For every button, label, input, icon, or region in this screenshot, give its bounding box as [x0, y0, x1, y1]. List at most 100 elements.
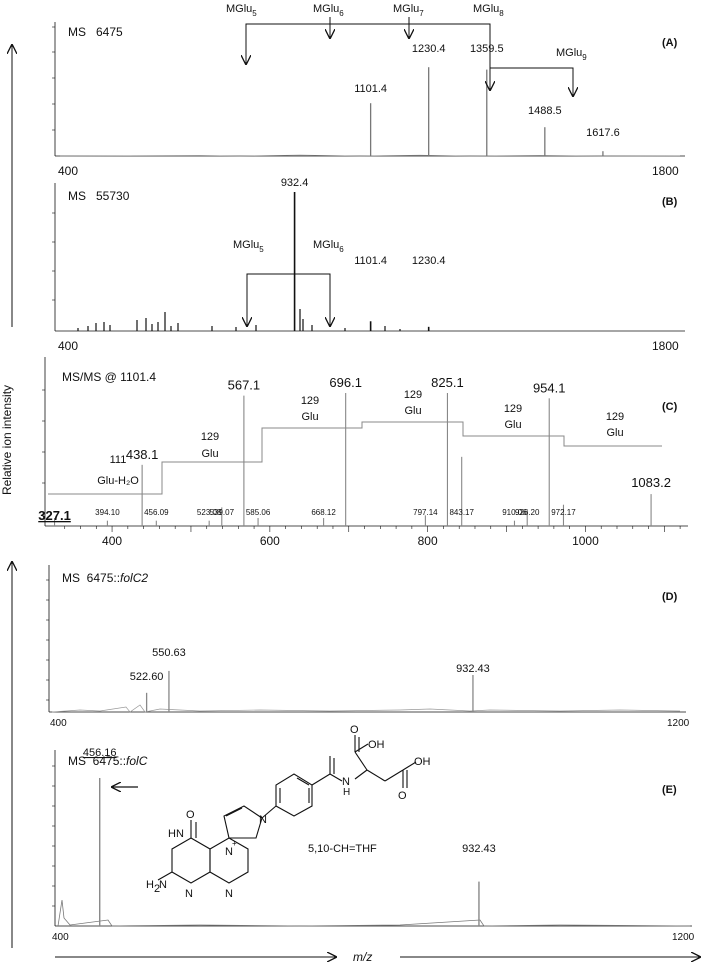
svg-text:HN: HN	[168, 828, 184, 840]
peak-label-d: 932.43	[456, 663, 490, 675]
peak-label-c: 972.17	[551, 508, 576, 517]
svg-text:+: +	[232, 839, 237, 848]
panel-a-label: (A)	[662, 37, 678, 49]
panel-a-tick-1800: 1800	[652, 164, 679, 178]
svg-text:Glu: Glu	[606, 427, 623, 439]
peak-label-b: 1101.4	[354, 255, 387, 267]
panel-d-title: MS 6475::folC2	[62, 571, 148, 585]
panel-c-tick-label: 1000	[572, 534, 599, 548]
panel-c-title: MS/MS @ 1101.4	[62, 370, 156, 384]
panel-c-tick-label: 400	[102, 534, 122, 548]
peak-label-c: 843.17	[449, 508, 474, 517]
peak-label-c: 327.1	[38, 508, 71, 523]
peak-label-c: 585.06	[246, 508, 271, 517]
panel-b-mglu5: MGlu5	[233, 239, 264, 254]
svg-text:129: 129	[301, 395, 319, 407]
panel-d-label: (D)	[662, 591, 678, 603]
svg-text:N: N	[159, 879, 167, 891]
svg-text:129: 129	[201, 431, 219, 443]
x-axis-label: m/z	[353, 950, 372, 964]
svg-text:O: O	[350, 724, 359, 736]
panel-a: MS 6475 (A) 400 1800 1101.4 1230.4 1359.5 1…	[52, 3, 685, 178]
svg-text:N: N	[225, 888, 233, 900]
panel-c-tick-label: 600	[260, 534, 280, 548]
peak-label-c: 668.12	[311, 508, 336, 517]
peak-label-c: 797.14	[413, 508, 438, 517]
peak-label-b: 1230.4	[412, 255, 446, 267]
panel-a-mglu7: MGlu7	[393, 3, 424, 18]
peak-label-c: 825.1	[431, 375, 464, 390]
y-axis-label: Relative ion intensity	[0, 385, 14, 495]
panel-b-tick-1800: 1800	[652, 339, 679, 353]
svg-text:O: O	[186, 809, 195, 821]
panel-e-label: (E)	[662, 784, 677, 796]
panel-a-mglu6: MGlu6	[313, 3, 344, 18]
svg-text:OH: OH	[414, 756, 431, 768]
svg-text:129: 129	[504, 403, 522, 415]
panel-e-tick-1200: 1200	[672, 932, 695, 943]
peak-label-d: 550.63	[152, 647, 186, 659]
panel-c-loss-111: 111	[110, 454, 127, 466]
peak-label-c: 539.07	[210, 508, 235, 517]
panel-b-bracket	[246, 273, 331, 306]
peak-label-c: 1083.2	[631, 475, 671, 490]
panel-b-mglu6: MGlu6	[313, 239, 344, 254]
svg-text:N: N	[185, 888, 193, 900]
svg-text:Glu: Glu	[504, 419, 521, 431]
panel-c-loss-glu-h2o: Glu-H₂O	[97, 475, 139, 487]
panel-d-noise	[51, 704, 681, 713]
panel-c: 400 600 800 1000 MS/MS @ 1101.4 (C) 327.1 39…	[38, 357, 688, 548]
peak-label-c: 456.09	[144, 508, 169, 517]
svg-text:Glu: Glu	[201, 448, 218, 460]
peak-label-c: 438.1	[126, 447, 159, 462]
svg-text:N: N	[259, 814, 267, 826]
peak-label-c: 926.20	[515, 508, 540, 517]
panel-e-noise	[57, 899, 691, 927]
panel-a-mglu5: MGlu5	[226, 3, 257, 18]
panel-a-mglu9: MGlu9	[556, 47, 587, 62]
peak-label-a: 1359.5	[470, 43, 504, 55]
panel-d-tick-1200: 1200	[667, 718, 690, 729]
peak-label-c: 910.06	[502, 508, 527, 517]
svg-text:2: 2	[154, 883, 160, 895]
svg-text:N: N	[225, 846, 233, 858]
peak-label-d: 522.60	[130, 671, 164, 683]
panel-b-label: (B)	[662, 196, 678, 208]
peak-label-b: 932.4	[281, 177, 309, 189]
panel-b-tick-400: 400	[58, 339, 78, 353]
panel-c-loss-ladder	[48, 421, 662, 495]
panel-c-label: (C)	[662, 401, 678, 413]
svg-text:OH: OH	[368, 739, 385, 751]
panel-a-noise	[59, 154, 681, 157]
peak-label-c: 567.1	[228, 378, 261, 393]
panel-c-tick-label: 800	[418, 534, 438, 548]
svg-text:N: N	[342, 776, 350, 788]
panel-b-title: MS 55730	[68, 189, 130, 203]
svg-text:129: 129	[404, 389, 422, 401]
panel-e-structure-label: 5,10-CH=THF	[308, 843, 377, 855]
svg-text:Glu: Glu	[404, 405, 421, 417]
svg-text:H: H	[146, 879, 154, 891]
peak-label-c: 696.1	[329, 375, 362, 390]
panel-a-bracket	[245, 23, 491, 86]
svg-text:O: O	[398, 790, 407, 802]
peak-label-a: 1617.6	[586, 127, 620, 139]
panel-e-title: MS 6475::folC	[68, 754, 148, 768]
panel-d: MS 6475::folC2 (D) 400 1200 522.60 550.63…	[46, 565, 690, 729]
panel-e-tick-400: 400	[52, 932, 69, 943]
panel-d-tick-400: 400	[50, 718, 67, 729]
peak-label-c: 523.08	[197, 508, 222, 517]
panel-a-title: MS 6475	[68, 25, 123, 39]
peak-label-c: 394.10	[95, 508, 120, 517]
panel-a-mglu8: MGlu8	[473, 3, 504, 18]
panel-a-tick-400: 400	[58, 164, 78, 178]
svg-text:129: 129	[606, 411, 624, 423]
panel-e-structure	[157, 735, 417, 884]
peak-label-a: 1230.4	[412, 43, 446, 55]
peak-label-e: 932.43	[462, 843, 496, 855]
peak-label-c: 954.1	[533, 380, 566, 395]
svg-text:Glu: Glu	[301, 411, 318, 423]
